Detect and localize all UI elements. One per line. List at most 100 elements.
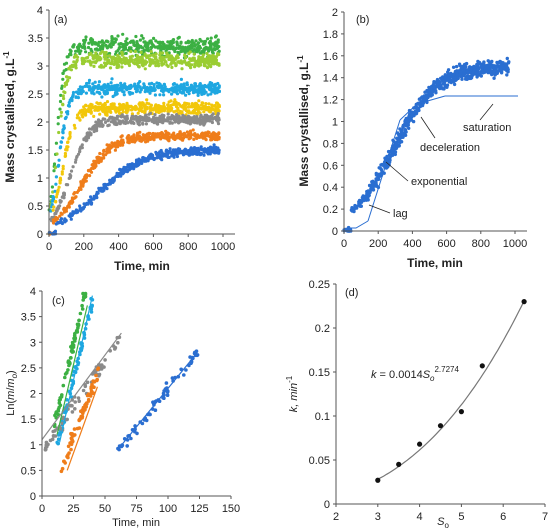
panel-a-point (91, 125, 95, 130)
panel-a-point (200, 84, 204, 88)
panel-a-point (208, 64, 212, 68)
panel-a-point (136, 111, 140, 115)
panel-a-point (144, 122, 148, 126)
panel-c-y-label-m2: m (5, 378, 17, 387)
panel-a-point (124, 110, 129, 115)
panel-a-point (144, 157, 149, 161)
panel-b-point (374, 171, 378, 176)
panel-c-point (63, 372, 68, 376)
eq-sub: o (430, 374, 435, 383)
panel-a-point (115, 63, 119, 67)
panel-a-point (148, 53, 152, 58)
panel-a-point (139, 50, 143, 55)
panel-a-point (128, 90, 132, 95)
panel-a-point (133, 62, 137, 66)
panel-a-point (117, 59, 121, 63)
panel-a-point (92, 114, 96, 118)
panel-a-point (65, 110, 69, 114)
panel-d-x-tick-label: 7 (542, 511, 548, 523)
panel-a-point (138, 138, 142, 142)
panel-a-point (172, 110, 176, 114)
panel-a-point (201, 136, 205, 140)
panel-a-point (80, 108, 84, 112)
panel-a-point (203, 117, 207, 121)
panel-b-point (499, 71, 504, 75)
panel-a-point (150, 156, 154, 160)
panel-b-y-tick-label: 1.8 (323, 29, 338, 41)
panel-a-point (108, 179, 113, 184)
panel-c-x-tick-label: 0 (39, 503, 45, 515)
panel-c-point (77, 318, 81, 323)
panel-c-point (80, 307, 85, 311)
panel-a-point (79, 49, 83, 53)
panel-c-point (63, 375, 67, 380)
panel-a-point (168, 116, 172, 120)
panel-a-point (68, 48, 72, 52)
panel-a-point (213, 35, 218, 39)
panel-a-point (182, 91, 186, 95)
panel-a-y-tick-label: 3.5 (28, 33, 43, 45)
panel-a-point (169, 62, 173, 66)
panel-b-point (440, 86, 444, 90)
panel-c-point (48, 438, 53, 443)
panel-a-point (171, 149, 175, 153)
panel-a-point (135, 47, 139, 51)
panel-a-point (212, 134, 216, 138)
panel-c-x-tick-label: 25 (67, 503, 79, 515)
panel-a-point (177, 35, 181, 40)
panel-a-point (212, 131, 216, 135)
panel-a-point (99, 40, 103, 44)
panel-c-y-tick-label: 1.5 (21, 414, 36, 426)
panel-a-point (172, 155, 176, 159)
panel-a-point (197, 99, 201, 103)
panel-a-point (111, 102, 115, 106)
panel-a-point (103, 91, 107, 96)
panel-a-point (189, 58, 193, 63)
panel-a-point (124, 105, 129, 109)
panel-b-point (458, 74, 462, 78)
panel-a-point (96, 54, 100, 59)
panel-a-point (137, 85, 141, 89)
panel-a-point (72, 43, 76, 47)
panel-a-point (60, 172, 64, 176)
panel-b-y-tick-label: 0.2 (323, 204, 338, 216)
panel-d-points (375, 299, 527, 483)
panel-b-point (409, 111, 413, 116)
panel-c-y-tick-label: 3 (30, 337, 36, 349)
panel-a-x-label: Time, min (114, 259, 170, 273)
panel-a-point (55, 208, 59, 213)
panel-b-point (492, 76, 496, 80)
panel-a-point (159, 104, 163, 109)
panel-a-point (78, 85, 82, 89)
panel-a-point (202, 92, 206, 96)
panel-c-point (72, 427, 77, 431)
panel-a-point (179, 149, 183, 153)
panel-a-point (217, 103, 221, 107)
panel-a-point (137, 123, 141, 127)
panel-a-point (86, 168, 91, 173)
panel-d-x-tick-label: 3 (375, 511, 381, 523)
panel-a-point (137, 58, 142, 63)
panel-a-point (75, 154, 79, 158)
panel-b-point (446, 70, 450, 74)
panel-a-point (133, 87, 137, 91)
panel-c-point (96, 367, 100, 372)
panel-b-point (505, 73, 509, 77)
lag-arrow (368, 204, 391, 214)
panel-c-y-tick-label: 3.5 (21, 312, 36, 324)
panel-a-point (59, 114, 63, 118)
panel-a-point (112, 62, 116, 66)
panel-a-point (62, 193, 66, 197)
panel-a-point (143, 53, 147, 58)
panel-a-point (127, 164, 131, 168)
panel-a-point (79, 187, 83, 191)
panel-a-point (105, 106, 109, 110)
panel-c-point (81, 298, 85, 302)
panel-a-point (197, 55, 201, 59)
panel-a-point (166, 106, 170, 110)
panel-a-point (137, 65, 141, 69)
panel-a-point (107, 86, 111, 90)
panel-a-point (51, 220, 56, 225)
panel-a-point (187, 92, 191, 96)
panel-a-point (200, 148, 204, 152)
